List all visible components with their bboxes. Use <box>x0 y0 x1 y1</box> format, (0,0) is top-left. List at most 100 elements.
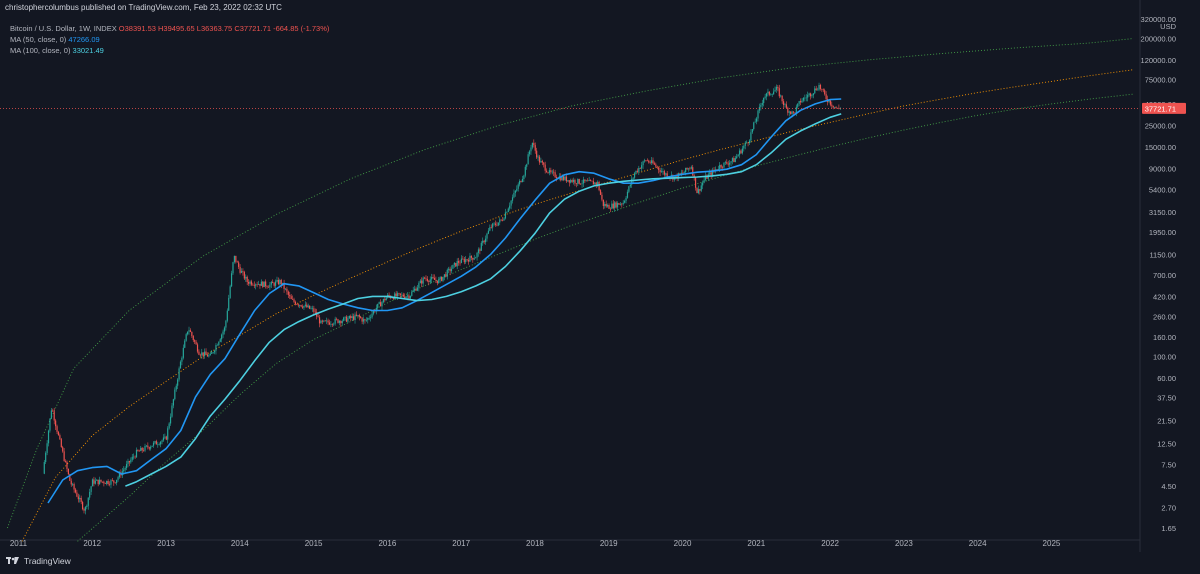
candle-body <box>699 189 701 191</box>
candle-body <box>161 440 163 442</box>
candle-body <box>690 167 692 169</box>
candle-body <box>446 269 448 277</box>
candle-body <box>142 450 145 451</box>
candle-body <box>379 302 382 307</box>
candle-body <box>452 264 454 269</box>
ma100-value: 33021.49 <box>72 46 104 55</box>
candle-body <box>431 277 433 280</box>
candle-body <box>307 305 309 308</box>
candle-body <box>544 164 546 171</box>
candle-body <box>276 279 278 282</box>
upper-band <box>6 38 1133 529</box>
candle-body <box>435 279 437 281</box>
candle-body <box>538 156 541 163</box>
candle-body <box>330 324 332 325</box>
y-tick-label: 4.50 <box>1161 482 1176 491</box>
candle-body <box>240 271 243 273</box>
candle-body <box>550 170 552 173</box>
y-tick-label: 1950.00 <box>1149 228 1176 237</box>
candle-body <box>523 175 525 180</box>
candle-body <box>409 295 411 299</box>
candle-body <box>213 350 216 353</box>
channel-bands <box>6 38 1133 542</box>
symbol-title[interactable]: Bitcoin / U.S. Dollar, 1W, INDEX <box>10 24 117 33</box>
candle-body <box>113 480 115 483</box>
candle-body <box>165 436 167 440</box>
candle-body <box>123 469 125 472</box>
currency-label: USD <box>1160 22 1176 31</box>
candle-body <box>782 101 785 105</box>
x-tick-label: 2018 <box>526 539 544 548</box>
candle-body <box>633 173 636 178</box>
legend-ma50-row[interactable]: MA (50, close, 0) 47266.09 <box>10 34 329 45</box>
legend-ma100-row[interactable]: MA (100, close, 0) 33021.49 <box>10 45 329 56</box>
candle-body <box>459 262 461 264</box>
candle-body <box>736 156 738 159</box>
ma100-line <box>125 113 842 487</box>
candle-body <box>476 252 478 258</box>
candle-body <box>158 444 160 446</box>
candle-body <box>93 479 95 484</box>
candle-body <box>493 223 495 225</box>
candle-body <box>215 345 217 351</box>
candle-body <box>832 105 834 108</box>
price-axis[interactable]: 1.65 2.70 4.50 7.50 12.50 21.50 37.50 60.00 100.… <box>1139 0 1176 552</box>
candle-body <box>300 305 302 307</box>
candle-body <box>662 171 664 172</box>
candle-body <box>362 319 365 322</box>
candle-body <box>351 316 353 319</box>
time-axis[interactable]: 2011 2012 2013 2014 2015 2016 2017 2018 2019 2020… <box>0 539 1140 548</box>
candle-body <box>148 447 150 449</box>
candle-body <box>754 121 756 123</box>
candle-body <box>111 480 113 481</box>
candle-body <box>581 183 583 185</box>
candle-body <box>825 94 827 100</box>
candle-body <box>137 449 139 451</box>
ohlc-values: O38391.53 H39495.65 L36363.75 C37721.71 … <box>118 24 330 33</box>
candle-body <box>218 341 220 345</box>
candle-body <box>445 274 447 277</box>
candle-body <box>171 405 173 417</box>
candle-body <box>456 261 458 267</box>
candle-body <box>391 297 393 299</box>
candle-body <box>135 449 138 458</box>
candle-body <box>152 442 155 446</box>
candle-body <box>629 184 631 187</box>
candle-body <box>706 175 708 179</box>
candle-body <box>510 200 512 206</box>
tradingview-logo[interactable]: TradingView <box>6 556 71 566</box>
candle-body <box>299 305 301 306</box>
ma100-label: MA (100, close, 0) <box>10 46 71 55</box>
candle-body <box>69 474 71 481</box>
candle-body <box>753 122 755 130</box>
candle-body <box>239 266 241 273</box>
candle-body <box>192 335 194 341</box>
candle-body <box>46 443 48 453</box>
candle-body <box>486 233 488 239</box>
candle-body <box>274 281 277 286</box>
candle-body <box>602 199 604 206</box>
candle-body <box>458 261 460 263</box>
candle-body <box>50 410 52 419</box>
candle-body <box>685 167 687 173</box>
candle-body <box>547 172 549 173</box>
candle-body <box>147 445 149 448</box>
x-tick-label: 2012 <box>83 539 101 548</box>
candle-body <box>90 486 92 492</box>
candle-body <box>585 180 587 182</box>
candle-body <box>453 262 455 265</box>
candle-body <box>169 416 172 424</box>
candle-body <box>578 178 580 184</box>
ma50-label: MA (50, close, 0) <box>10 35 67 44</box>
candle-body <box>795 106 797 113</box>
candle-body <box>414 288 416 291</box>
candle-body <box>462 258 464 260</box>
candle-body <box>314 311 316 313</box>
candle-body <box>66 461 68 469</box>
candle-body <box>439 277 441 280</box>
candle-body <box>487 230 490 234</box>
y-tick-label: 1150.00 <box>1149 250 1176 259</box>
candle-body <box>186 331 189 335</box>
candle-body <box>524 166 526 176</box>
